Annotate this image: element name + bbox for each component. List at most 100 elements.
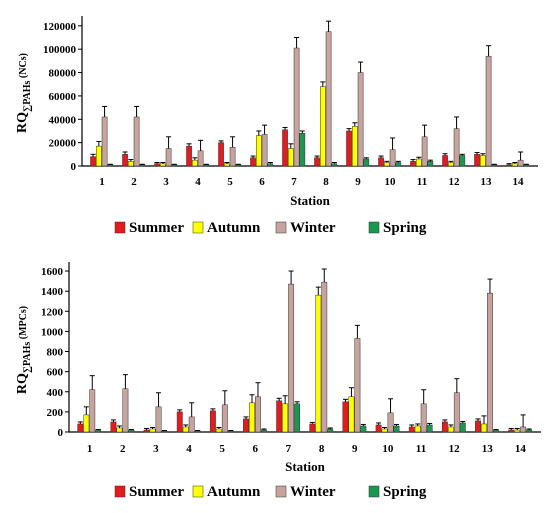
bar-autumn bbox=[159, 163, 166, 167]
bar-summer bbox=[441, 421, 448, 433]
bar-summer bbox=[442, 155, 448, 167]
legend-swatch-spring bbox=[368, 485, 380, 498]
x-tick-label: 8 bbox=[323, 176, 329, 188]
y-tick-label: 100000 bbox=[43, 44, 77, 56]
chart-nc: 0 20000 40000 60000 80000 100000 120000 RQ∑PAHs… bbox=[15, 16, 538, 236]
bar-summer bbox=[209, 410, 216, 433]
y-axis-label-subscript: ∑PAHs bbox=[22, 342, 33, 373]
bar-autumn bbox=[249, 402, 255, 433]
bar-autumn bbox=[116, 427, 123, 433]
legend-label-winter: Winter bbox=[290, 484, 336, 500]
bar-spring bbox=[161, 430, 168, 433]
bar-summer bbox=[243, 418, 249, 433]
bar-autumn bbox=[479, 155, 486, 167]
bar-summer bbox=[122, 154, 128, 167]
bar-summer bbox=[346, 130, 352, 167]
bar-winter bbox=[325, 31, 332, 167]
bar-spring bbox=[459, 422, 466, 433]
bar-autumn bbox=[351, 126, 358, 167]
bar-summer bbox=[309, 423, 316, 433]
x-tick-label: 10 bbox=[385, 176, 397, 188]
y-tick-label: 600 bbox=[47, 367, 64, 379]
x-tick-label: 10 bbox=[382, 443, 394, 455]
y-axis-label-main: RQ bbox=[15, 373, 30, 394]
bar-autumn bbox=[95, 145, 102, 167]
bar-spring bbox=[526, 429, 533, 433]
y-tick-label: 1600 bbox=[41, 266, 64, 278]
x-tick-label: 6 bbox=[259, 176, 265, 188]
bar-summer bbox=[143, 429, 150, 433]
legend-label-summer: Summer bbox=[129, 484, 184, 500]
bar-spring bbox=[491, 164, 498, 167]
bar-summer bbox=[176, 411, 183, 433]
bar-spring bbox=[235, 164, 242, 167]
bar-summer bbox=[154, 163, 160, 167]
bar-spring bbox=[95, 429, 102, 433]
bar-spring bbox=[203, 164, 210, 167]
bar-summer bbox=[250, 157, 256, 167]
y-axis-label-main: RQ bbox=[15, 112, 30, 133]
y-tick-label: 40000 bbox=[49, 114, 77, 126]
x-tick-label: 12 bbox=[449, 176, 461, 188]
x-tick-label: 4 bbox=[195, 176, 201, 188]
bar-winter bbox=[221, 404, 228, 433]
y-tick-label: 0 bbox=[71, 161, 77, 173]
bar-summer bbox=[506, 164, 512, 167]
bar-autumn bbox=[83, 414, 90, 433]
bar-autumn bbox=[348, 396, 355, 433]
bar-summer bbox=[218, 142, 224, 167]
bar-spring bbox=[360, 425, 367, 433]
x-tick-label: 11 bbox=[416, 443, 426, 455]
bar-spring bbox=[294, 403, 301, 433]
y-tick-label: 1400 bbox=[41, 286, 64, 298]
bar-autumn bbox=[481, 423, 487, 433]
bar-spring bbox=[194, 430, 201, 433]
bar-summer bbox=[475, 420, 481, 433]
y-axis-label: RQ∑PAHs (NCs) bbox=[15, 53, 33, 133]
bar-autumn bbox=[447, 426, 454, 433]
y-tick-label: 400 bbox=[47, 387, 64, 399]
bar-winter bbox=[321, 281, 328, 433]
y-axis-label-unit: (NCs) bbox=[18, 53, 29, 81]
bar-spring bbox=[107, 164, 114, 167]
bar-summer bbox=[474, 154, 480, 167]
bar-spring bbox=[459, 155, 466, 167]
bar-spring bbox=[331, 163, 338, 167]
y-tick-label: 200 bbox=[47, 407, 64, 419]
legend-swatch-summer bbox=[114, 485, 126, 498]
x-tick-label: 7 bbox=[286, 443, 292, 455]
bar-winter bbox=[197, 150, 204, 167]
bar-autumn bbox=[381, 428, 388, 433]
legend-label-spring: Spring bbox=[383, 220, 427, 236]
bar-winter bbox=[155, 406, 162, 433]
bar-summer bbox=[276, 400, 283, 433]
bar-summer bbox=[375, 424, 382, 433]
bar-winter bbox=[354, 338, 361, 433]
x-tick-label: 5 bbox=[227, 176, 233, 188]
x-tick-label: 1 bbox=[99, 176, 105, 188]
y-tick-label: 1200 bbox=[41, 306, 64, 318]
bar-winter bbox=[101, 116, 108, 167]
bar-autumn bbox=[383, 162, 390, 167]
bar-winter bbox=[487, 292, 493, 433]
bar-spring bbox=[395, 162, 402, 167]
y-tick-label: 1000 bbox=[41, 326, 64, 338]
x-axis-label: Station bbox=[285, 459, 326, 474]
bar-autumn bbox=[287, 148, 294, 167]
bar-winter bbox=[229, 147, 236, 167]
bar-autumn bbox=[514, 429, 521, 433]
bar-spring bbox=[227, 430, 234, 433]
legend-swatch-summer bbox=[114, 221, 126, 234]
y-tick-label: 800 bbox=[47, 347, 64, 359]
bar-autumn bbox=[255, 135, 262, 167]
bar-spring bbox=[128, 429, 135, 433]
bar-spring bbox=[299, 133, 306, 167]
bar-autumn bbox=[215, 428, 222, 433]
bar-summer bbox=[342, 401, 349, 433]
x-tick-label: 1 bbox=[87, 443, 93, 455]
bar-spring bbox=[171, 164, 178, 167]
bar-winter bbox=[421, 136, 428, 167]
bar-autumn bbox=[182, 426, 189, 433]
